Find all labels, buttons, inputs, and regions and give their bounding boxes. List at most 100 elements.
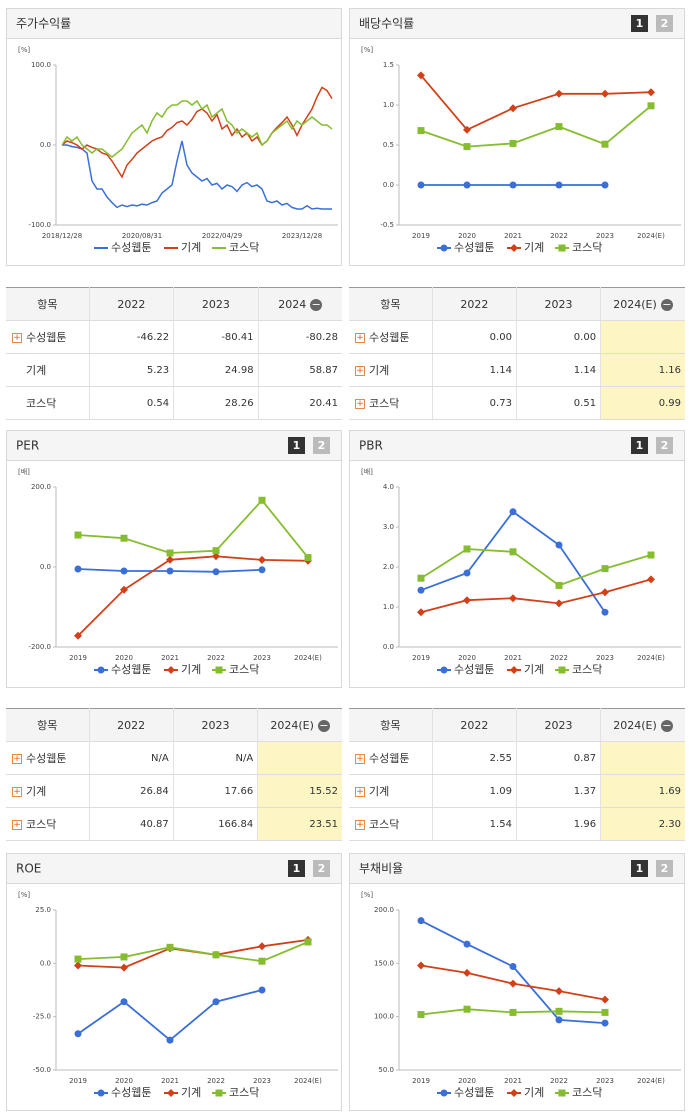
table-cell: 2.55: [431, 741, 517, 775]
table-cell: 2.30: [600, 807, 685, 841]
collapse-icon[interactable]: −: [660, 718, 673, 732]
x-tick-label: 2019: [69, 654, 87, 662]
x-tick-label: 2020: [458, 232, 476, 240]
series-line: [62, 140, 332, 210]
y-tick-label: 3.0: [383, 523, 394, 531]
table-cell: 1.09: [431, 774, 517, 808]
y-tick-label: 0.0: [383, 643, 394, 651]
expand-icon[interactable]: +: [12, 333, 22, 343]
expand-icon[interactable]: +: [355, 754, 365, 764]
x-tick-label: 2023/12/28: [282, 232, 322, 240]
tab-button[interactable]: [631, 437, 648, 454]
table-cell: 0.73: [431, 386, 517, 420]
marker: [555, 581, 563, 589]
y-tick-label: 1.0: [383, 603, 394, 611]
y-tick-label: 0.0: [383, 181, 394, 189]
marker: [601, 140, 609, 148]
cell-text: 기계: [369, 785, 390, 798]
marker: [74, 955, 82, 963]
header-row: 항목 2022 2023 2024(E) −: [6, 708, 342, 742]
table-cell: 23.51: [257, 807, 342, 841]
x-tick-label: 2023: [596, 232, 614, 240]
legend-label: 기계: [181, 663, 201, 676]
marker: [555, 1016, 563, 1024]
marker: [555, 599, 563, 608]
table-cell: + 코스닥: [6, 807, 90, 841]
cell-text: 코스닥: [369, 397, 400, 410]
x-tick-label: 2020/08/31: [122, 232, 162, 240]
tab-button[interactable]: [313, 437, 330, 454]
tab-label: 1: [293, 439, 301, 452]
marker: [74, 961, 82, 970]
header-text: 2024(E): [270, 718, 314, 732]
tab-button[interactable]: [631, 15, 648, 32]
y-tick-label: 100.0: [374, 1013, 394, 1021]
marker: [558, 666, 566, 674]
legend-label: 코스닥: [229, 663, 259, 676]
panel-header: [6, 430, 342, 461]
marker: [510, 1089, 518, 1097]
marker: [647, 102, 655, 110]
header-text: 2024: [278, 297, 307, 311]
cell-text: 0.54: [146, 397, 170, 409]
table-cell: + 기계: [349, 353, 433, 387]
x-tick-label: 2020: [115, 1077, 133, 1085]
tab-label: 1: [636, 862, 644, 875]
cell-text: -80.28: [305, 331, 338, 343]
header-text: 항목: [380, 298, 401, 311]
collapse-icon[interactable]: −: [310, 297, 323, 311]
table-cell: -46.22: [88, 320, 174, 354]
cell-text: 2.55: [489, 752, 512, 764]
tab-button[interactable]: [656, 437, 673, 454]
tab-button[interactable]: [313, 860, 330, 877]
expand-icon[interactable]: +: [12, 787, 22, 797]
cell-text: 코스닥: [26, 397, 57, 410]
y-unit: [배]: [361, 467, 373, 476]
cell-text: 26.84: [140, 785, 169, 797]
legend-label: 코스닥: [572, 1086, 602, 1099]
table-cell: 28.26: [173, 386, 259, 420]
table-cell: 1.54: [431, 807, 517, 841]
expand-icon[interactable]: +: [355, 399, 365, 409]
cell-text: 1.37: [573, 785, 597, 797]
marker: [555, 541, 563, 549]
table-cell: 1.96: [515, 807, 601, 841]
cell-text: 58.87: [309, 364, 338, 376]
y-tick-label: -50.0: [33, 1066, 51, 1074]
expand-icon[interactable]: +: [355, 820, 365, 830]
collapse-icon[interactable]: −: [660, 297, 673, 311]
expand-icon[interactable]: +: [355, 366, 365, 376]
header-cell: 2023: [173, 287, 259, 321]
expand-icon[interactable]: +: [355, 333, 365, 343]
x-tick-label: 2024(E): [637, 232, 665, 240]
header-text: 2024(E): [613, 297, 657, 311]
cell-text: 24.98: [224, 364, 254, 376]
tab-button[interactable]: [631, 860, 648, 877]
tab-button[interactable]: [288, 437, 305, 454]
table-row: + 코스닥 40.87 166.84 23.51: [6, 807, 342, 841]
tab-button[interactable]: [656, 860, 673, 877]
marker: [463, 545, 471, 553]
marker: [417, 574, 425, 582]
cell-text: 1.69: [658, 785, 681, 797]
x-tick-label: 2021: [504, 232, 522, 240]
x-tick-label: 2023: [596, 654, 614, 662]
expand-icon[interactable]: +: [355, 787, 365, 797]
cell-text: 20.41: [309, 397, 338, 409]
y-unit: [배]: [18, 467, 30, 476]
tab-button[interactable]: [288, 860, 305, 877]
expand-icon[interactable]: +: [12, 754, 22, 764]
marker: [463, 968, 471, 977]
marker: [509, 963, 517, 971]
marker: [509, 139, 517, 147]
table-row: + 수성웹툰 0.00 0.00: [349, 320, 685, 354]
x-tick-label: 2021: [161, 1077, 179, 1085]
collapse-icon[interactable]: −: [317, 718, 330, 732]
x-tick-label: 2019: [412, 232, 430, 240]
panel: [349, 853, 685, 1111]
tab-button[interactable]: [656, 15, 673, 32]
y-tick-label: 2.0: [383, 563, 394, 571]
expand-icon[interactable]: +: [12, 820, 22, 830]
table-row: + 기계 1.14 1.14 1.16: [349, 353, 685, 387]
